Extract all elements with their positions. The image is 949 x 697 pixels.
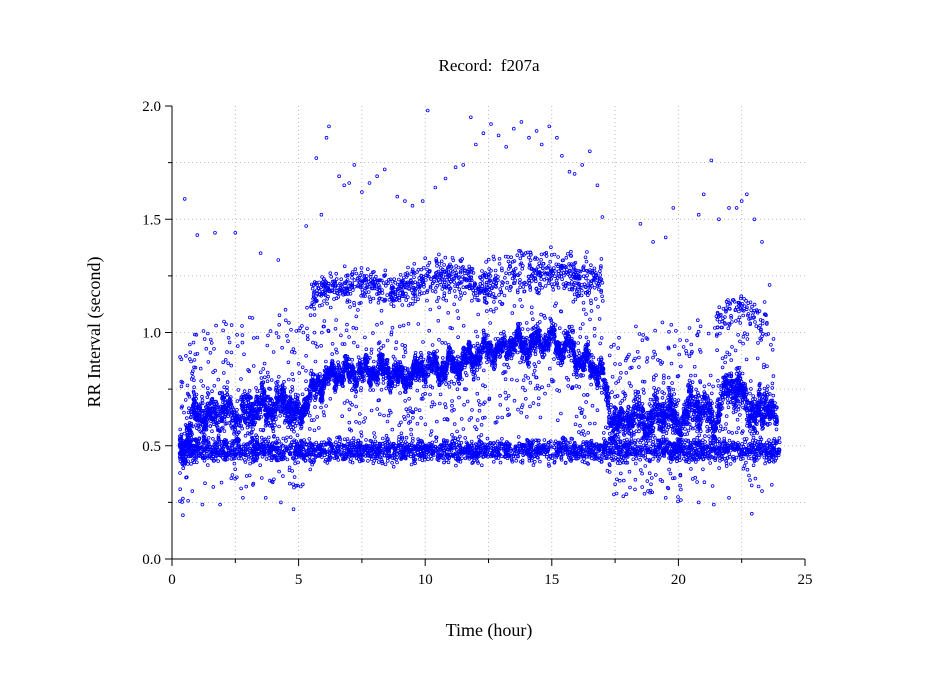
data-point [726,405,731,410]
data-point [702,384,707,389]
data-point [336,360,340,365]
data-point [672,397,677,402]
data-point [774,427,779,432]
data-point [240,426,245,431]
data-point [484,332,489,337]
data-point [272,420,276,425]
data-point [368,388,373,392]
data-point [353,394,358,399]
data-point [753,397,757,401]
data-point [618,401,623,406]
data-point [475,368,480,372]
data-point [595,386,599,391]
data-point [533,352,538,357]
data-point [225,385,229,390]
data-point [235,407,239,412]
data-point [222,429,227,433]
data-point [292,429,296,434]
data-point [371,359,376,364]
data-point [717,429,722,433]
data-point [286,425,290,430]
data-point [440,356,445,360]
data-point [181,466,186,471]
data-point [244,401,249,405]
data-point [291,422,295,427]
data-point [716,384,721,388]
data-point [290,385,295,389]
data-point [247,388,252,393]
data-point [278,413,282,418]
chart-title: Record: f207a [438,56,539,75]
data-point [364,347,369,352]
data-point [251,427,255,432]
data-point [695,429,699,434]
data-point [664,431,669,436]
data-point [652,385,656,390]
data-point [549,320,554,324]
data-point [771,393,776,398]
data-point [393,357,397,361]
data-points [177,108,782,517]
data-point [187,406,191,411]
data-point [725,397,730,401]
data-point [242,389,247,394]
data-point [667,389,672,394]
data-point [664,399,669,403]
data-point [282,379,286,384]
data-point [591,355,596,360]
data-point [740,371,745,376]
data-point [379,346,383,350]
data-point [501,329,506,334]
data-point [324,359,328,364]
data-point [200,398,205,403]
data-point [748,429,752,433]
data-point [210,429,214,434]
data-point [660,395,665,400]
data-point [341,384,345,389]
data-point [683,427,687,431]
data-point [505,362,510,367]
data-point [276,374,281,379]
data-point [212,383,217,388]
